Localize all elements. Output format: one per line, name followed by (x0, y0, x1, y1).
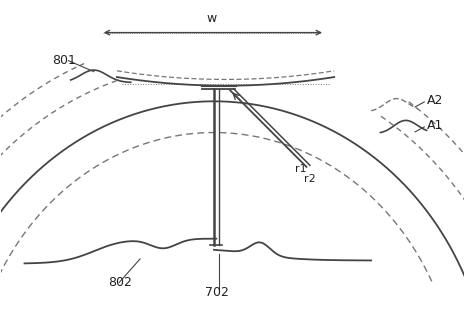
Text: r1: r1 (295, 163, 306, 174)
Text: r2: r2 (304, 175, 316, 185)
Text: 801: 801 (52, 54, 76, 67)
Text: 702: 702 (205, 286, 229, 300)
Text: 802: 802 (108, 276, 132, 289)
Text: w: w (206, 12, 217, 25)
Text: A1: A1 (426, 119, 443, 132)
Text: A2: A2 (426, 94, 443, 107)
